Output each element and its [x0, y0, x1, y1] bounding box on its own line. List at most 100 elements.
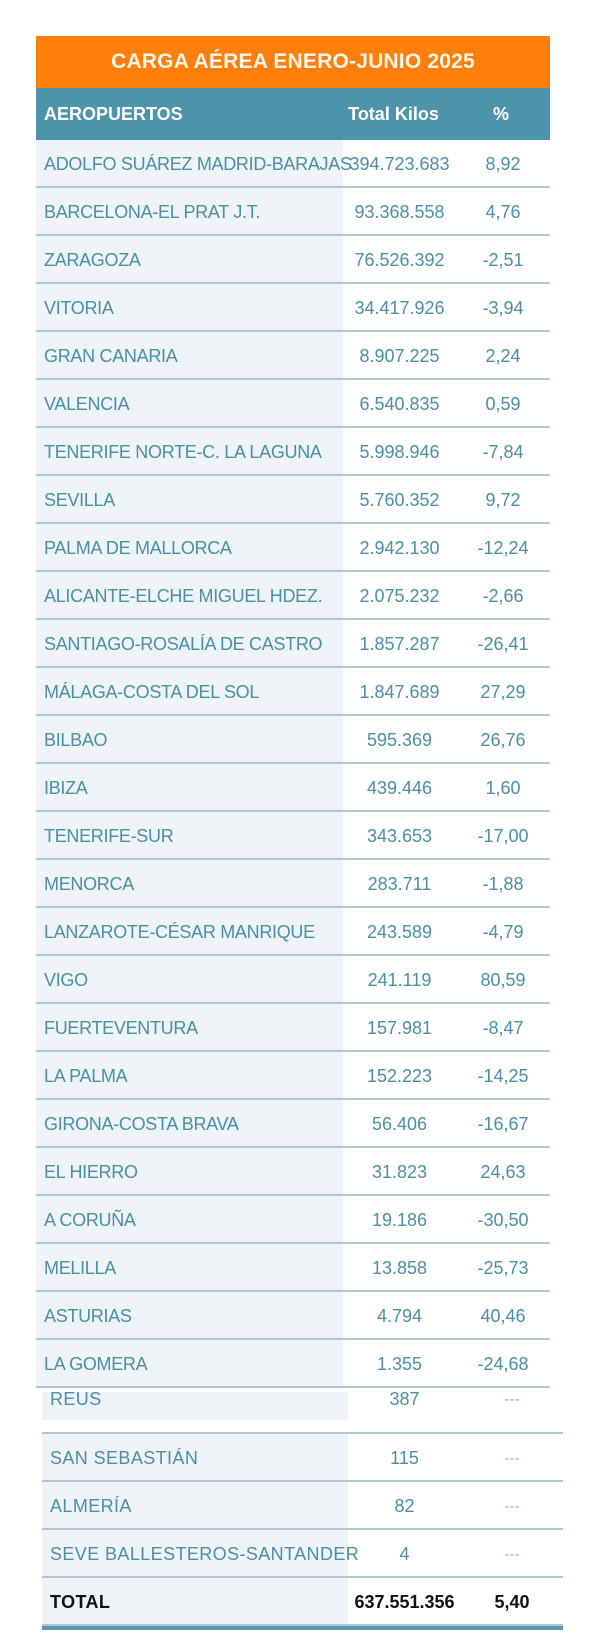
total-kilos: 6.540.835	[359, 393, 440, 414]
table-row: EL HIERRO 31.823 24,63	[36, 1148, 550, 1196]
percent-change: 9,72	[485, 489, 521, 510]
table-row: REUS 387 ---	[42, 1392, 563, 1434]
percent-change: 1,60	[485, 777, 521, 798]
percent-change: 4,76	[485, 201, 521, 222]
airport-name: REUS	[42, 1392, 348, 1420]
total-kilos: 152.223	[366, 1065, 433, 1086]
percent-change: -16,67	[477, 1113, 529, 1134]
total-kilos: 637.551.356	[354, 1591, 455, 1612]
percent-change: -8,47	[482, 1017, 524, 1038]
table-row: LANZAROTE-CÉSAR MANRIQUE 243.589 -4,79	[36, 908, 550, 956]
airport-name: GIRONA-COSTA BRAVA	[36, 1100, 343, 1148]
percent-change: -2,66	[482, 585, 524, 606]
percent-change: -12,24	[477, 537, 529, 558]
total-kilos: 243.589	[366, 921, 433, 942]
table-row: PALMA DE MALLORCA 2.942.130 -12,24	[36, 524, 550, 572]
airport-name: VITORIA	[36, 284, 343, 332]
airport-name: LA PALMA	[36, 1052, 343, 1100]
total-kilos: 2.942.130	[359, 537, 440, 558]
percent-change: -30,50	[477, 1209, 529, 1230]
total-kilos: 56.406	[371, 1113, 428, 1134]
total-kilos: 439.446	[366, 777, 433, 798]
airport-name: IBIZA	[36, 764, 343, 812]
table-row: BARCELONA-EL PRAT J.T. 93.368.558 4,76	[36, 188, 550, 236]
total-kilos: 19.186	[371, 1209, 428, 1230]
percent-change: -17,00	[477, 825, 529, 846]
airport-name: VIGO	[36, 956, 343, 1004]
table-row: LA GOMERA 1.355 -24,68	[36, 1340, 550, 1388]
percent-change: -14,25	[477, 1065, 529, 1086]
total-label: TOTAL	[42, 1578, 348, 1626]
table-row: ZARAGOZA 76.526.392 -2,51	[36, 236, 550, 284]
total-kilos: 157.981	[366, 1017, 433, 1038]
table-row: ASTURIAS 4.794 40,46	[36, 1292, 550, 1340]
table-row: VIGO 241.119 80,59	[36, 956, 550, 1004]
column-header-total-kilos: Total Kilos	[348, 103, 439, 124]
column-header-percent: %	[492, 103, 509, 124]
percent-change: ---	[504, 1545, 520, 1563]
percent-change: 8,92	[485, 153, 521, 174]
table-row: SANTIAGO-ROSALÍA DE CASTRO 1.857.287 -26,4…	[36, 620, 550, 668]
airport-name: MÁLAGA-COSTA DEL SOL	[36, 668, 343, 716]
table-row: VITORIA 34.417.926 -3,94	[36, 284, 550, 332]
airport-name: SEVE BALLESTEROS-SANTANDER	[42, 1530, 359, 1578]
total-kilos: 4	[399, 1543, 410, 1564]
total-kilos: 34.417.926	[354, 297, 445, 318]
airport-name: TENERIFE-SUR	[36, 812, 343, 860]
airport-name: SANTIAGO-ROSALÍA DE CASTRO	[36, 620, 343, 668]
table-row: ADOLFO SUÁREZ MADRID-BARAJAS 394.723.683 8…	[36, 140, 550, 188]
percent-change: 0,59	[485, 393, 521, 414]
table-row: SEVILLA 5.760.352 9,72	[36, 476, 550, 524]
percent-change: 40,46	[480, 1305, 526, 1326]
total-kilos: 394.723.683	[349, 153, 450, 174]
table-row: MELILLA 13.858 -25,73	[36, 1244, 550, 1292]
table-row: LA PALMA 152.223 -14,25	[36, 1052, 550, 1100]
table-body: ADOLFO SUÁREZ MADRID-BARAJAS 394.723.683 8…	[36, 140, 550, 1388]
total-kilos: 2.075.232	[359, 585, 440, 606]
airport-name: TENERIFE NORTE-C. LA LAGUNA	[36, 428, 343, 476]
table-row: VALENCIA 6.540.835 0,59	[36, 380, 550, 428]
airport-name: ZARAGOZA	[36, 236, 343, 284]
percent-change: 80,59	[480, 969, 526, 990]
cargo-table-continuation: REUS 387 --- SAN SEBASTIÁN 115 --- ALMERÍA 82 --…	[42, 1392, 563, 1630]
total-percent: 5,40	[494, 1591, 530, 1612]
cargo-table: CARGA AÉREA ENERO-JUNIO 2025 AEROPUERTOS…	[36, 36, 550, 1388]
percent-change: -25,73	[477, 1257, 529, 1278]
total-kilos: 13.858	[371, 1257, 428, 1278]
total-kilos: 5.998.946	[359, 441, 440, 462]
percent-change: 26,76	[480, 729, 526, 750]
airport-name: BILBAO	[36, 716, 343, 764]
table-row: ALMERÍA 82 ---	[42, 1482, 563, 1530]
percent-change: -24,68	[477, 1353, 529, 1374]
airport-name: FUERTEVENTURA	[36, 1004, 343, 1052]
percent-change: 27,29	[480, 681, 526, 702]
table-row: GIRONA-COSTA BRAVA 56.406 -16,67	[36, 1100, 550, 1148]
total-kilos: 343.653	[366, 825, 433, 846]
airport-name: ASTURIAS	[36, 1292, 343, 1340]
airport-name: PALMA DE MALLORCA	[36, 524, 343, 572]
percent-change: -3,94	[482, 297, 524, 318]
total-kilos: 115	[390, 1447, 419, 1468]
total-kilos: 283.711	[367, 873, 432, 894]
table-header: AEROPUERTOS Total Kilos %	[36, 88, 550, 140]
table-row: ALICANTE-ELCHE MIGUEL HDEZ. 2.075.232 -2,6…	[36, 572, 550, 620]
table-row: A CORUÑA 19.186 -30,50	[36, 1196, 550, 1244]
airport-name: MENORCA	[36, 860, 343, 908]
column-header-airports: AEROPUERTOS	[44, 103, 183, 124]
table-row: SEVE BALLESTEROS-SANTANDER 4 ---	[42, 1530, 563, 1578]
table-row: FUERTEVENTURA 157.981 -8,47	[36, 1004, 550, 1052]
airport-name: SAN SEBASTIÁN	[42, 1434, 348, 1482]
table-row: MENORCA 283.711 -1,88	[36, 860, 550, 908]
percent-change: -26,41	[477, 633, 529, 654]
total-kilos: 1.857.287	[359, 633, 440, 654]
total-kilos: 76.526.392	[354, 249, 445, 270]
table-row: GRAN CANARIA 8.907.225 2,24	[36, 332, 550, 380]
total-kilos: 241.119	[367, 969, 432, 990]
total-kilos: 4.794	[376, 1305, 423, 1326]
total-kilos: 1.355	[376, 1353, 423, 1374]
airport-name: ADOLFO SUÁREZ MADRID-BARAJAS	[36, 140, 352, 188]
airport-name: GRAN CANARIA	[36, 332, 343, 380]
table-row: TENERIFE NORTE-C. LA LAGUNA 5.998.946 -7,8…	[36, 428, 550, 476]
airport-name: LANZAROTE-CÉSAR MANRIQUE	[36, 908, 343, 956]
percent-change: -4,79	[482, 921, 524, 942]
